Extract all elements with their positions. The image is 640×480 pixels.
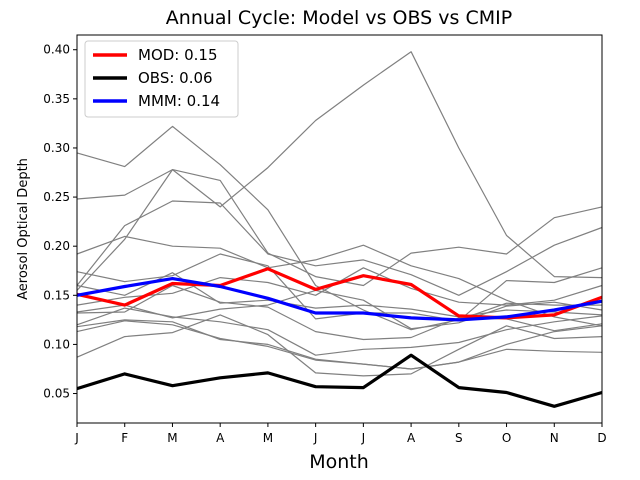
obs-series-line <box>76 353 603 408</box>
y-tick-label-2: 0.15 <box>43 288 70 302</box>
legend-label-mmm: MMM: 0.14 <box>138 92 220 110</box>
cmip-series-line-5 <box>76 200 603 296</box>
x-tick-label-0: J <box>74 431 79 445</box>
plot-area: 0.05 0.10 0.15 0.20 0.25 0.30 0.35 0.40 J F M A M J J A… <box>43 34 607 445</box>
y-tick-label-5: 0.30 <box>43 141 70 155</box>
mod-series-line <box>76 267 603 320</box>
legend-label-mod: MOD: 0.15 <box>138 46 218 64</box>
y-tick-label-6: 0.35 <box>43 92 70 106</box>
x-tick-label-8: S <box>455 431 463 445</box>
mmm-series-line <box>76 277 603 322</box>
x-tick-label-9: O <box>502 431 511 445</box>
chart-title: Annual Cycle: Model vs OBS vs CMIP <box>166 7 512 29</box>
cmip-series-line-4 <box>76 51 603 291</box>
x-tick-label-4: M <box>263 431 273 445</box>
cmip-series-line-14 <box>76 284 603 341</box>
y-tick-label-4: 0.25 <box>43 190 70 204</box>
x-tick-label-1: F <box>121 431 128 445</box>
x-tick-label-5: J <box>313 431 318 445</box>
cmip-series-line-12 <box>76 314 603 377</box>
y-axis-label: Aerosol Optical Depth <box>16 158 31 300</box>
x-tick-label-7: A <box>407 431 416 445</box>
x-tick-label-6: J <box>361 431 366 445</box>
cmip-series-line-13 <box>76 320 603 370</box>
y-tick-label-7: 0.40 <box>43 43 70 57</box>
y-tick-label-3: 0.20 <box>43 239 70 253</box>
x-axis-label: Month <box>309 451 369 473</box>
x-tick-label-3: A <box>216 431 225 445</box>
x-tick-label-10: N <box>550 431 559 445</box>
axes-frame <box>76 34 603 424</box>
y-tick-label-0: 0.05 <box>43 387 70 401</box>
x-tick-label-2: M <box>167 431 177 445</box>
cmip-series-line-8 <box>76 272 603 318</box>
legend-box <box>84 40 239 118</box>
y-tick-label-1: 0.10 <box>43 337 70 351</box>
cmip-series-line-3 <box>76 235 603 327</box>
x-tick-label-11: D <box>597 431 606 445</box>
legend-label-obs: OBS: 0.06 <box>138 69 213 87</box>
